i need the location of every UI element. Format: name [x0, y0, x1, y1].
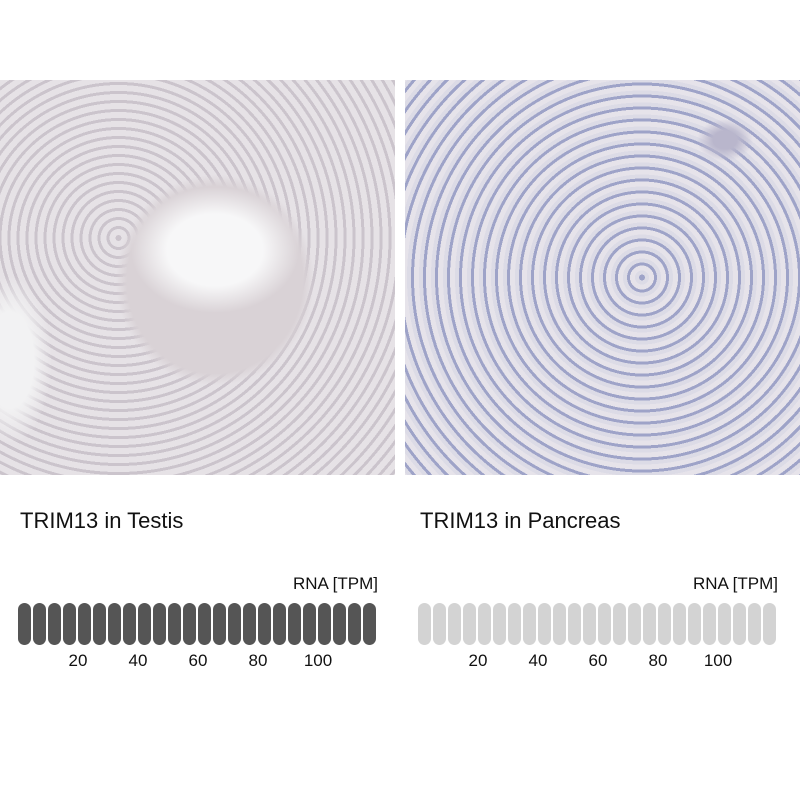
rna-pill	[463, 603, 476, 645]
tick-label: 80	[648, 651, 668, 670]
rna-pill	[733, 603, 746, 645]
tick-label: 60	[188, 651, 208, 670]
rna-pill	[703, 603, 716, 645]
rna-pill	[523, 603, 536, 645]
pancreas-rna-bar	[418, 603, 778, 645]
rna-pill	[538, 603, 551, 645]
testis-rna-label: RNA [TPM]	[292, 574, 378, 593]
rna-pill	[748, 603, 761, 645]
testis-tissue-image	[0, 80, 395, 475]
rna-pill	[643, 603, 656, 645]
rna-pill	[553, 603, 566, 645]
pancreas-rna-label: RNA [TPM]	[692, 574, 778, 593]
testis-rna-bar	[18, 603, 378, 645]
rna-pill	[628, 603, 641, 645]
rna-pill	[78, 603, 91, 645]
rna-pill	[228, 603, 241, 645]
tick-label: 20	[468, 651, 488, 670]
rna-pill	[63, 603, 76, 645]
testis-tick-labels: 20 40 60 80 100	[18, 651, 378, 673]
rna-pill	[123, 603, 136, 645]
rna-pill	[688, 603, 701, 645]
tick-label: 100	[703, 651, 733, 670]
rna-pill	[213, 603, 226, 645]
rna-pill	[168, 603, 181, 645]
rna-pill	[183, 603, 196, 645]
tick-label: 40	[128, 651, 148, 670]
rna-pill	[303, 603, 316, 645]
rna-pill	[108, 603, 121, 645]
rna-pill	[508, 603, 521, 645]
pancreas-title: TRIM13 in Pancreas	[420, 508, 621, 533]
rna-pill	[348, 603, 361, 645]
tick-label: 80	[248, 651, 268, 670]
pancreas-tick-labels: 20 40 60 80 100	[418, 651, 778, 673]
rna-pill	[153, 603, 166, 645]
rna-pill	[198, 603, 211, 645]
rna-pill	[363, 603, 376, 645]
rna-pill	[318, 603, 331, 645]
rna-pill	[418, 603, 431, 645]
rna-pill	[243, 603, 256, 645]
testis-title: TRIM13 in Testis	[20, 508, 184, 533]
rna-pill	[568, 603, 581, 645]
rna-pill	[478, 603, 491, 645]
rna-pill	[18, 603, 31, 645]
rna-pill	[718, 603, 731, 645]
pancreas-tissue-image	[405, 80, 800, 475]
rna-pill	[93, 603, 106, 645]
rna-pill	[48, 603, 61, 645]
rna-pill	[288, 603, 301, 645]
rna-pill	[613, 603, 626, 645]
rna-pill	[138, 603, 151, 645]
tick-label: 20	[68, 651, 88, 670]
rna-pill	[448, 603, 461, 645]
rna-pill	[433, 603, 446, 645]
rna-pill	[598, 603, 611, 645]
tick-label: 40	[528, 651, 548, 670]
rna-pill	[763, 603, 776, 645]
rna-pill	[33, 603, 46, 645]
rna-pill	[333, 603, 346, 645]
tick-label: 100	[303, 651, 333, 670]
rna-pill	[273, 603, 286, 645]
rna-pill	[493, 603, 506, 645]
rna-pill	[673, 603, 686, 645]
tick-label: 60	[588, 651, 608, 670]
rna-pill	[583, 603, 596, 645]
rna-pill	[258, 603, 271, 645]
rna-pill	[658, 603, 671, 645]
